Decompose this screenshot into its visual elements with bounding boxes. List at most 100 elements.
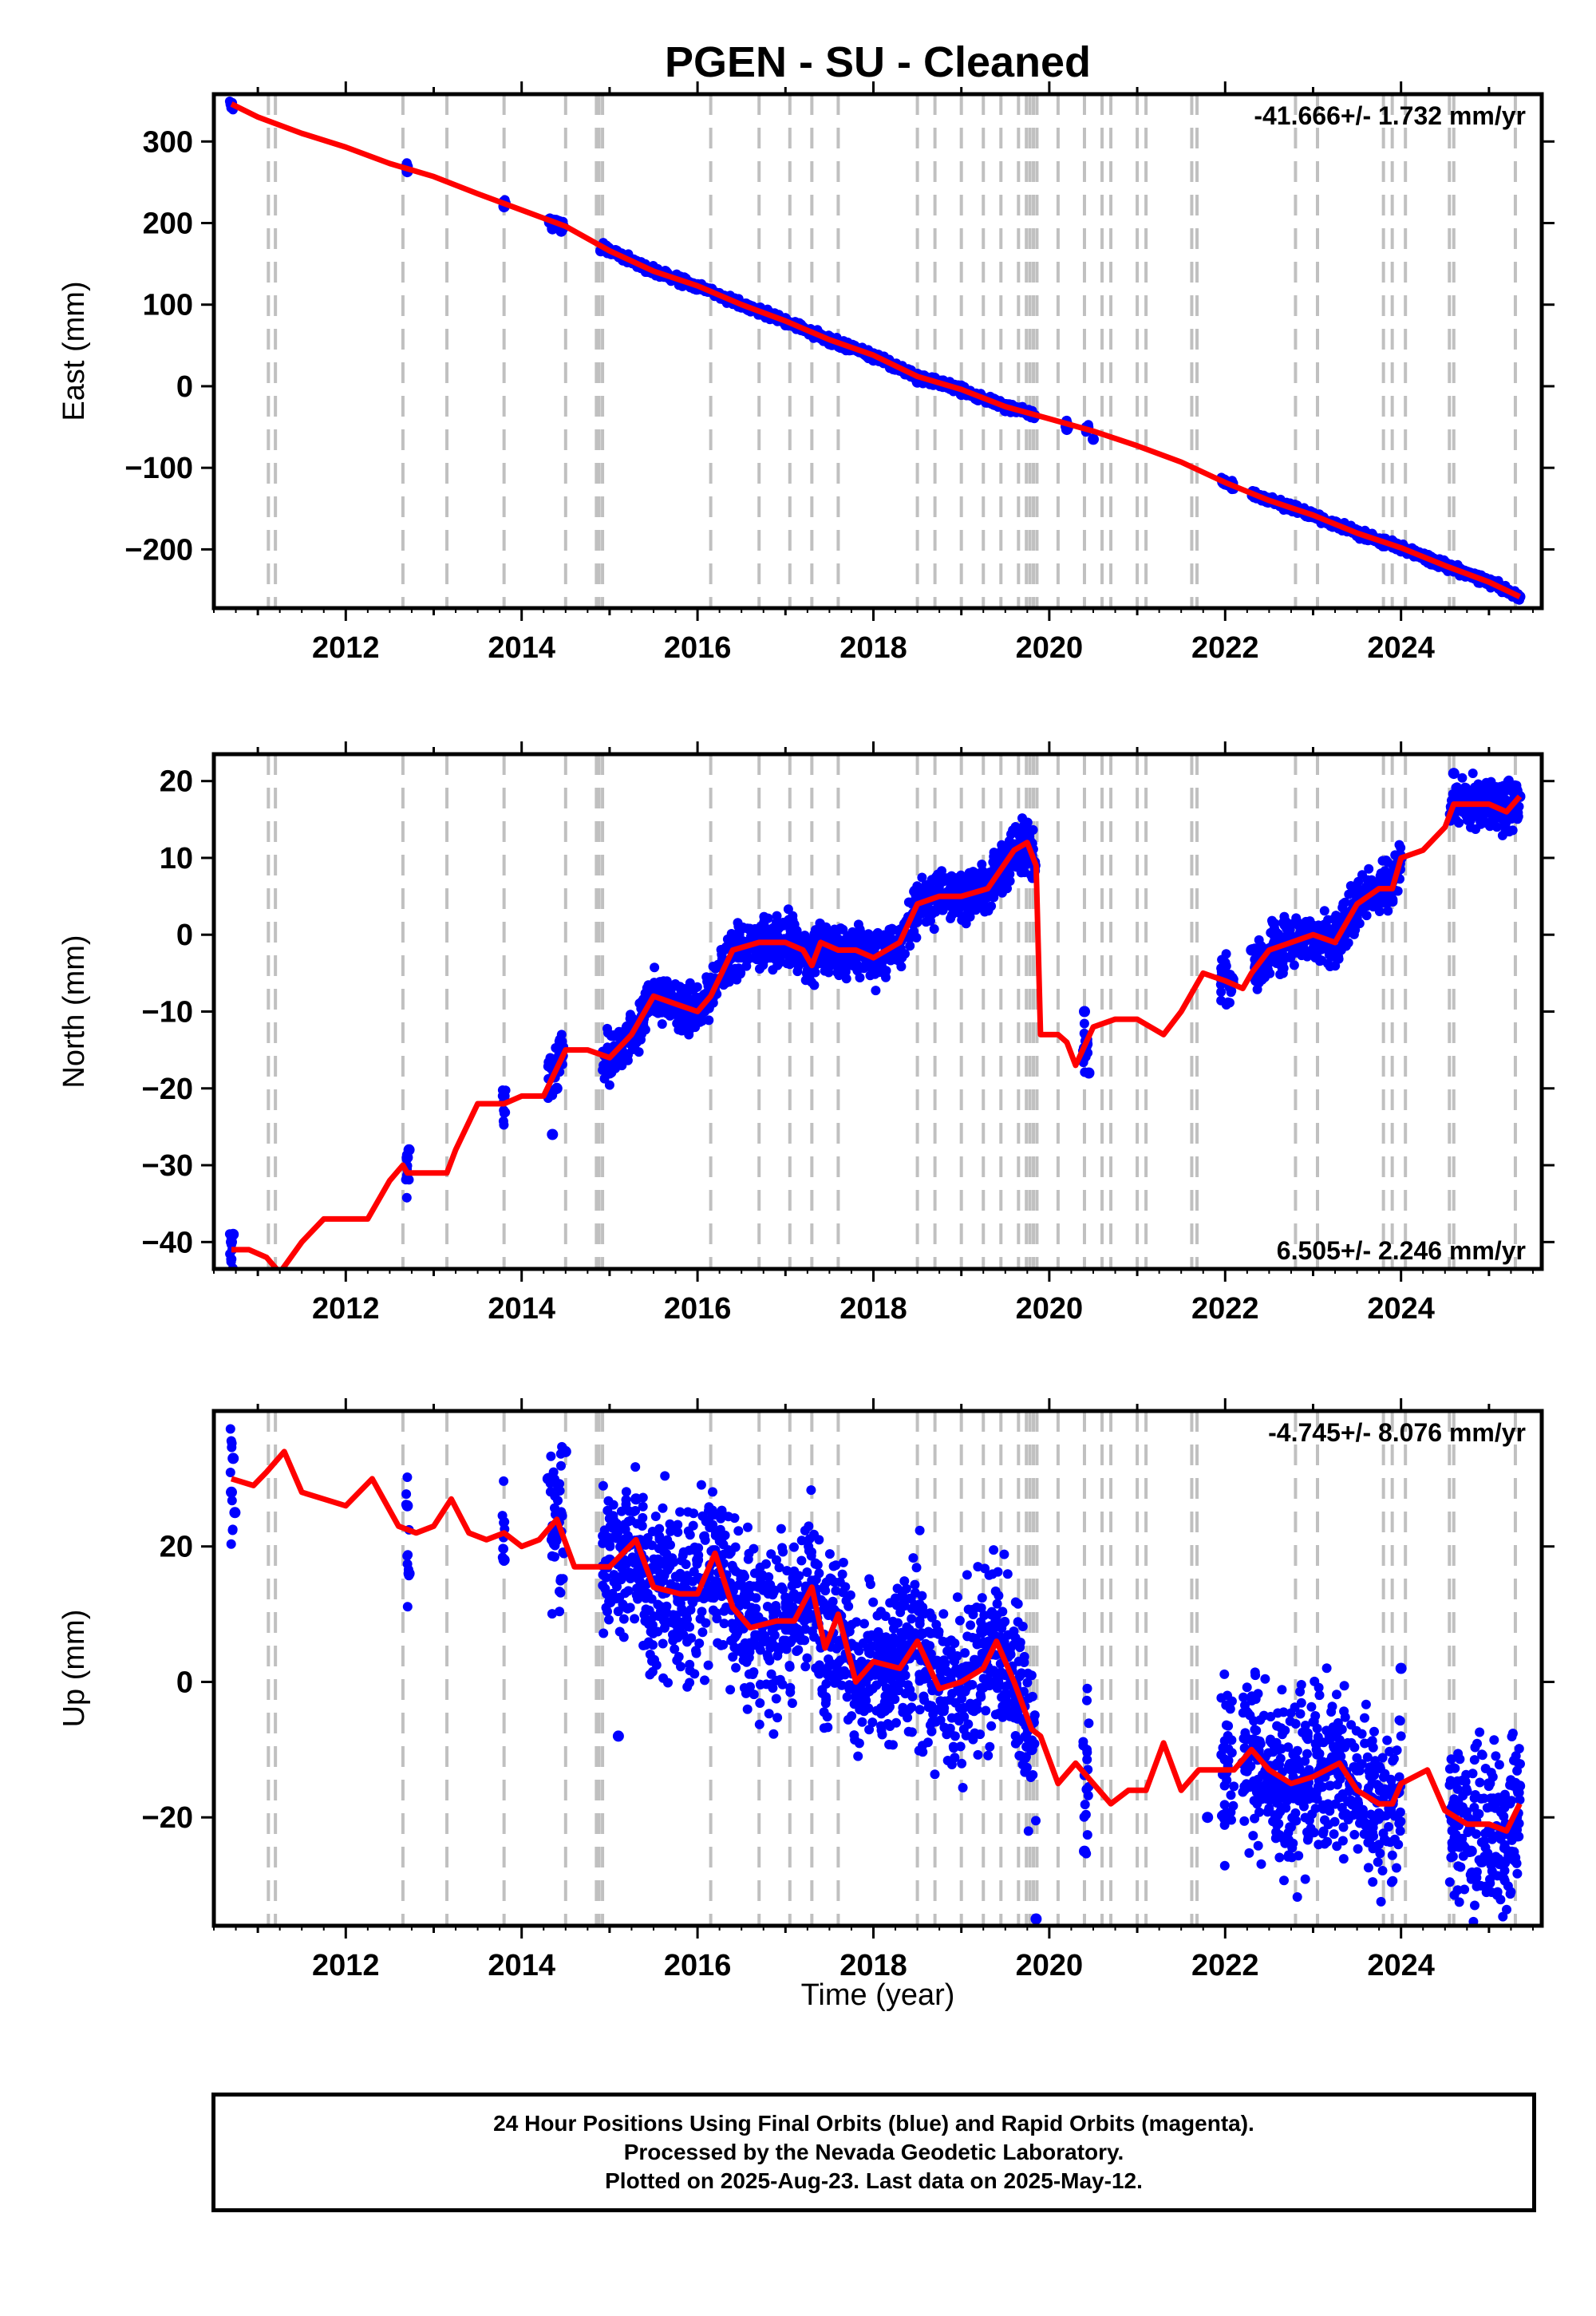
- data-point: [555, 1034, 565, 1045]
- y-tick-label: 100: [143, 289, 193, 322]
- data-point: [1471, 807, 1481, 816]
- data-point: [1220, 958, 1231, 968]
- data-point: [685, 978, 695, 988]
- data-point: [550, 1551, 559, 1562]
- data-point: [227, 1228, 239, 1240]
- data-point: [977, 860, 987, 870]
- data-point: [657, 1002, 667, 1013]
- data-point: [1364, 864, 1374, 874]
- data-point: [981, 1705, 991, 1716]
- rate-label: -41.666+/- 1.732 mm/yr: [1254, 101, 1526, 130]
- data-point: [1285, 924, 1295, 935]
- data-point: [767, 947, 777, 956]
- x-tick-label: 2012: [312, 631, 380, 665]
- data-point: [658, 1503, 668, 1513]
- data-point: [500, 1516, 510, 1527]
- data-point: [628, 1015, 638, 1025]
- data-point: [402, 1472, 413, 1482]
- data-point: [1499, 788, 1509, 798]
- data-point: [684, 994, 694, 1005]
- data-point: [836, 923, 846, 933]
- data-point: [861, 939, 871, 950]
- data-point: [960, 1648, 970, 1658]
- data-point: [1246, 944, 1258, 956]
- data-point: [735, 969, 745, 979]
- data-point: [551, 1535, 562, 1546]
- data-point: [874, 967, 884, 978]
- data-point: [834, 970, 844, 981]
- data-point: [980, 907, 990, 917]
- data-point: [556, 1509, 567, 1520]
- data-point: [929, 924, 939, 935]
- y-tick-label: 20: [160, 765, 193, 799]
- data-point: [1021, 829, 1033, 841]
- data-point: [1477, 785, 1487, 795]
- data-point: [1262, 964, 1273, 974]
- data-point: [1481, 777, 1491, 788]
- data-point: [1305, 916, 1315, 927]
- data-point: [1031, 1816, 1041, 1826]
- data-point: [1361, 911, 1372, 921]
- data-point: [783, 904, 793, 915]
- data-point: [1329, 925, 1339, 935]
- data-point: [1383, 906, 1393, 916]
- data-point: [971, 899, 982, 909]
- data-point: [810, 967, 820, 978]
- data-point: [855, 973, 865, 982]
- data-point: [1468, 769, 1478, 778]
- data-point: [691, 1017, 701, 1027]
- data-point: [1286, 953, 1296, 962]
- y-tick-label: −200: [124, 533, 193, 567]
- data-point: [603, 1067, 615, 1079]
- model-fit-line: [230, 101, 1522, 599]
- data-point: [780, 944, 792, 956]
- data-point: [744, 924, 754, 935]
- data-point: [1260, 972, 1270, 982]
- x-tick-label: 2020: [1016, 631, 1084, 665]
- data-point: [824, 929, 836, 941]
- y-tick-label: −100: [124, 452, 193, 485]
- model-fit-line: [231, 794, 1523, 1269]
- data-point: [1018, 848, 1029, 858]
- data-point: [1338, 899, 1349, 909]
- data-point: [960, 911, 970, 921]
- data-point: [1014, 856, 1024, 866]
- data-point: [547, 1609, 557, 1619]
- data-point: [227, 1438, 237, 1448]
- observed-points: [225, 1385, 1526, 1926]
- data-point: [225, 1385, 235, 1394]
- x-tick-label: 2022: [1191, 631, 1259, 665]
- data-point: [763, 913, 773, 923]
- data-point: [985, 868, 995, 879]
- data-point: [1454, 818, 1464, 828]
- data-point: [1319, 906, 1329, 916]
- panel-north: 2012 2014 2016 2018 2020 2022 2024−40−30−20−10…: [57, 741, 1555, 1326]
- data-point: [675, 982, 685, 992]
- data-point: [551, 1082, 563, 1094]
- data-point: [952, 878, 962, 888]
- data-point: [853, 919, 863, 930]
- data-point: [906, 932, 915, 943]
- data-point: [1478, 815, 1488, 825]
- data-point: [401, 1192, 412, 1203]
- data-point: [963, 874, 974, 884]
- data-point: [498, 1090, 510, 1102]
- data-point: [1289, 960, 1299, 970]
- data-point: [1336, 945, 1346, 955]
- data-point: [1278, 963, 1289, 974]
- data-point: [226, 1539, 236, 1549]
- data-point: [614, 1060, 624, 1070]
- data-point: [721, 975, 731, 985]
- plot-frame: [211, 752, 1544, 1271]
- data-point: [796, 1555, 807, 1566]
- data-point: [225, 1468, 235, 1477]
- data-point: [1267, 915, 1277, 926]
- data-point: [692, 982, 702, 992]
- data-point: [682, 1019, 693, 1030]
- x-tick-label: 2014: [488, 631, 555, 665]
- data-point: [1377, 856, 1388, 866]
- data-point: [955, 898, 967, 910]
- data-point: [1374, 899, 1385, 910]
- data-point: [225, 1424, 235, 1434]
- data-point: [403, 1144, 415, 1156]
